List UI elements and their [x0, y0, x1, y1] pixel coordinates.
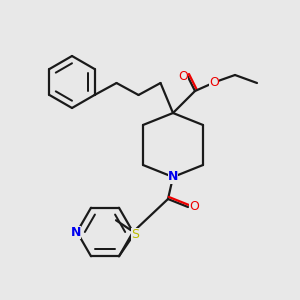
Text: O: O	[209, 76, 219, 88]
Text: O: O	[178, 70, 188, 83]
Text: S: S	[131, 228, 139, 241]
Text: O: O	[189, 200, 199, 214]
Text: N: N	[71, 226, 81, 238]
Text: N: N	[168, 170, 178, 184]
